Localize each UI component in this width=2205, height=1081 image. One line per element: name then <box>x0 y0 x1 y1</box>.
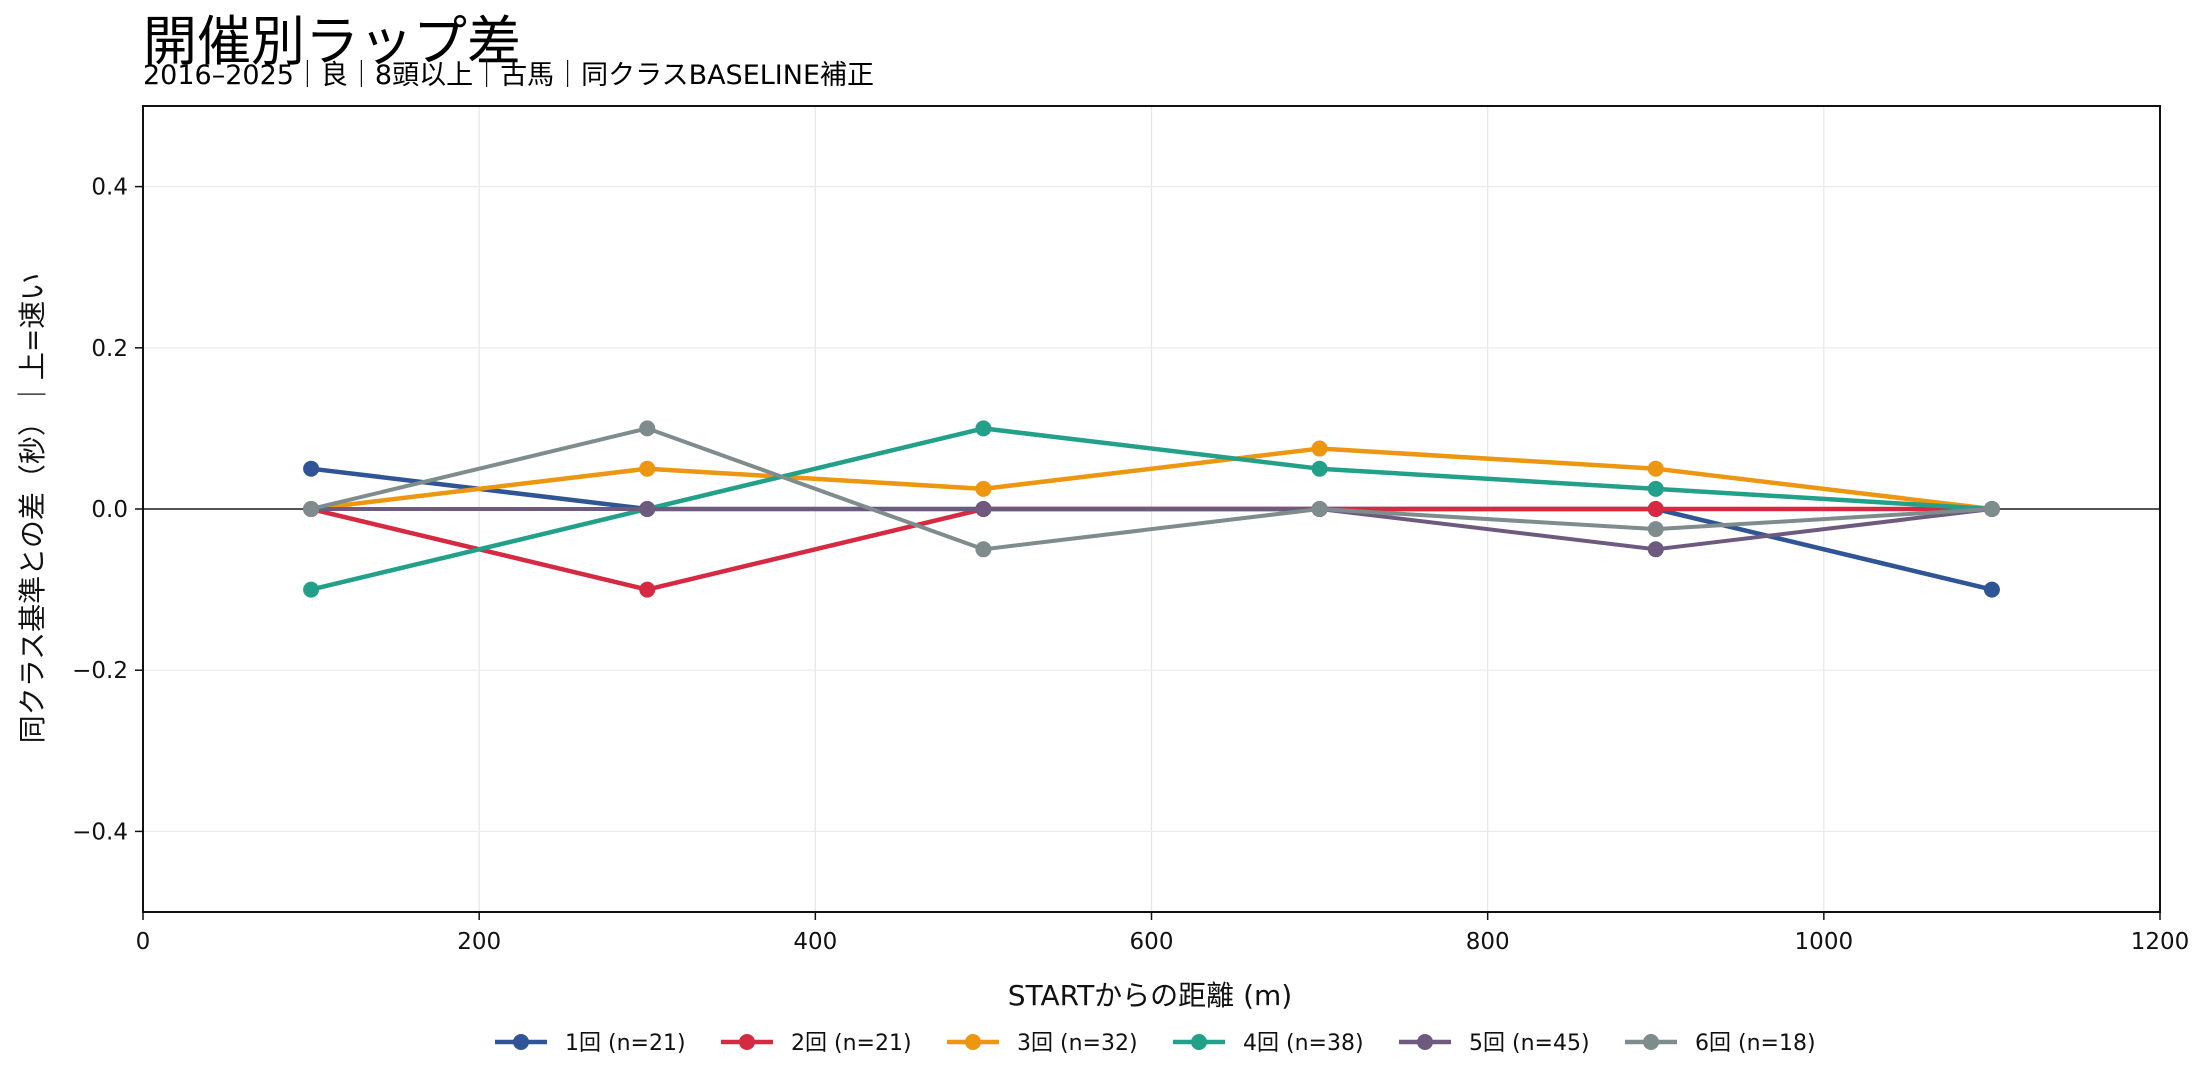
legend-label: 4回 (n=38) <box>1243 1031 1364 1056</box>
data-point <box>1647 480 1664 497</box>
x-ticks: 0 200 400 600 800 1000 1200 <box>136 912 2190 955</box>
data-point <box>1647 541 1664 558</box>
data-point <box>1311 501 1328 517</box>
x-tick-label: 400 <box>793 929 837 955</box>
y-tick-label: −0.2 <box>72 658 128 684</box>
data-point <box>639 420 656 437</box>
chart-title: 開催別ラップ差 <box>143 10 521 73</box>
legend-item: 2回 (n=21) <box>721 1031 912 1056</box>
x-tick-label: 600 <box>1130 929 1174 955</box>
data-point <box>639 581 656 598</box>
legend-swatch-marker <box>965 1034 981 1050</box>
series-line <box>311 507 1993 552</box>
legend-item: 3回 (n=32) <box>947 1031 1138 1056</box>
data-point <box>975 480 992 497</box>
legend-swatch-marker <box>1643 1034 1659 1050</box>
series-line <box>310 426 1993 592</box>
legend-swatch-marker <box>739 1034 755 1050</box>
x-tick-label: 1000 <box>1795 929 1854 955</box>
data-point <box>639 460 656 477</box>
x-tick-label: 200 <box>457 929 501 955</box>
y-ticks: −0.4 −0.2 0.0 0.2 0.4 <box>72 175 143 845</box>
x-tick-label: 800 <box>1466 929 1510 955</box>
series-line <box>310 426 1993 552</box>
data-point <box>975 501 992 517</box>
data-point <box>975 541 992 558</box>
y-tick-label: 0.2 <box>91 336 128 362</box>
data-point <box>639 501 656 517</box>
legend-item: 6回 (n=18) <box>1625 1031 1816 1056</box>
legend-swatch-marker <box>513 1034 529 1050</box>
legend-label: 6回 (n=18) <box>1695 1031 1816 1056</box>
y-tick-label: −0.4 <box>72 819 128 845</box>
legend-label: 1回 (n=21) <box>565 1031 686 1056</box>
x-tick-label: 1200 <box>2131 929 2190 955</box>
legend-label: 3回 (n=32) <box>1017 1031 1138 1056</box>
data-point <box>1983 581 2000 598</box>
legend-item: 5回 (n=45) <box>1399 1031 1590 1056</box>
legend-item: 4回 (n=38) <box>1173 1031 1364 1056</box>
legend-item: 1回 (n=21) <box>495 1031 686 1056</box>
legend: 1回 (n=21) 2回 (n=21) 3回 (n=32) 4回 (n=38) 5回 (… <box>495 1031 1816 1056</box>
legend-swatch-marker <box>1417 1034 1433 1050</box>
data-point <box>1647 501 1664 517</box>
y-tick-label: 0.0 <box>91 497 128 523</box>
data-point <box>1983 501 2000 517</box>
data-point <box>303 460 320 477</box>
y-tick-label: 0.4 <box>91 175 128 201</box>
data-point <box>1647 460 1664 477</box>
legend-label: 5回 (n=45) <box>1469 1031 1590 1056</box>
chart-subtitle: 2016–2025｜良｜8頭以上｜古馬｜同クラスBASELINE補正 <box>143 60 874 91</box>
series-line <box>310 446 1993 512</box>
data-point <box>303 581 320 598</box>
x-tick-label: 0 <box>136 929 151 955</box>
data-point <box>1311 440 1328 457</box>
y-axis-label: 同クラス基準との差（秒）｜上=速い <box>16 273 49 744</box>
series-layer <box>303 420 2000 598</box>
data-point <box>303 501 320 517</box>
x-axis-label: STARTからの距離 (m) <box>1008 979 1292 1012</box>
series-6 <box>303 420 2000 558</box>
legend-label: 2回 (n=21) <box>791 1031 912 1056</box>
data-point <box>1311 460 1328 477</box>
legend-swatch-marker <box>1191 1034 1207 1050</box>
data-point <box>975 420 992 437</box>
data-point <box>1647 521 1664 538</box>
